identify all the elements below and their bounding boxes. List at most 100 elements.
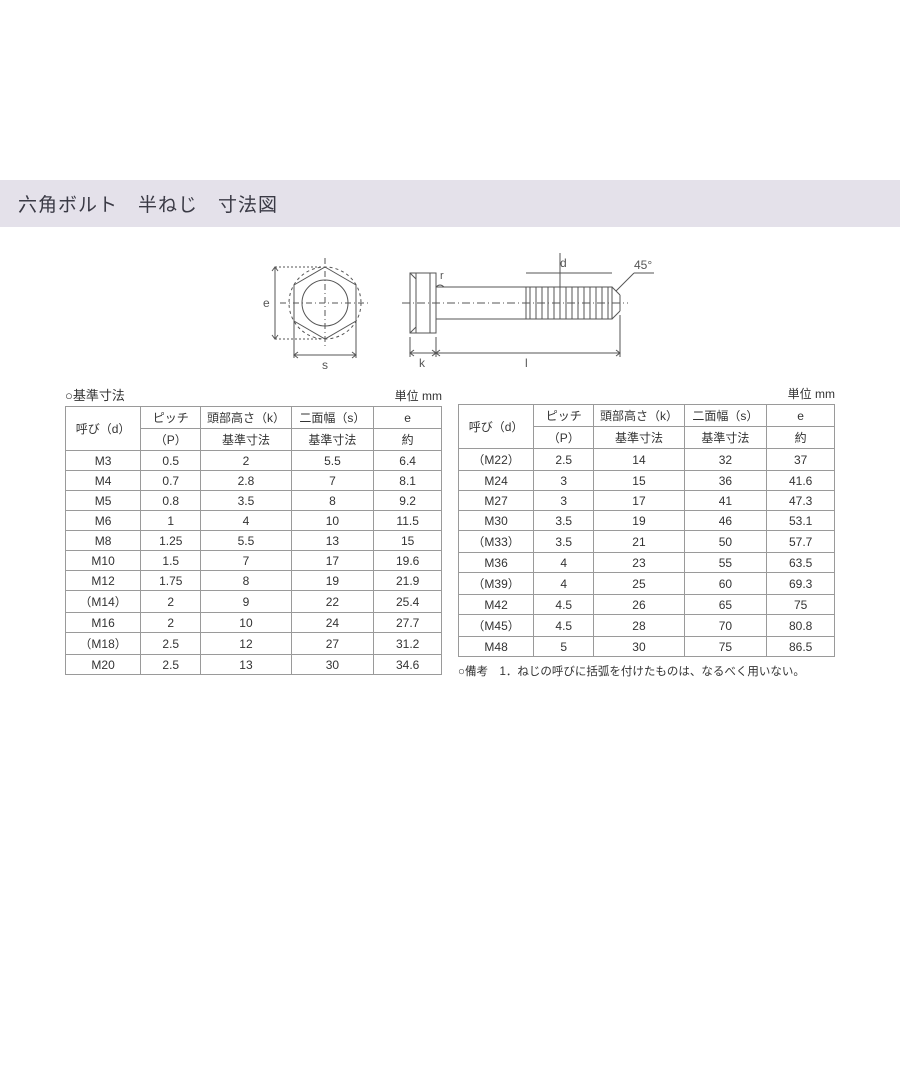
cell-value: 2: [201, 451, 291, 471]
table-row: M364235563.5: [459, 553, 835, 573]
table-row: M424.5266575: [459, 595, 835, 615]
cell-yobi: （M14）: [66, 591, 141, 613]
table-row: M6141011.5: [66, 511, 442, 531]
th-e-sub: 約: [374, 429, 442, 451]
cell-yobi: M48: [459, 637, 534, 657]
cell-value: 17: [594, 491, 684, 511]
table-row: M162102427.7: [66, 613, 442, 633]
table-row: （M33）3.5215057.7: [459, 531, 835, 553]
diagram-label-e: e: [263, 296, 270, 310]
cell-value: 30: [291, 655, 374, 675]
spec-table-right-block: 単位 mm 呼び（d） ピッチ 頭部高さ（k） 二面幅（s） e （P） 基準寸…: [458, 385, 835, 679]
spec-tables: ○基準寸法 単位 mm 呼び（d） ピッチ 頭部高さ（k） 二面幅（s） e （…: [0, 385, 900, 679]
table-row: M40.72.878.1: [66, 471, 442, 491]
spec-table-left: 呼び（d） ピッチ 頭部高さ（k） 二面幅（s） e （P） 基準寸法 基準寸法…: [65, 406, 442, 675]
cell-value: 55: [684, 553, 767, 573]
cell-value: 30: [594, 637, 684, 657]
cell-value: 36: [684, 471, 767, 491]
cell-value: 1: [141, 511, 201, 531]
table-row: （M45）4.5287080.8: [459, 615, 835, 637]
cell-yobi: M8: [66, 531, 141, 551]
cell-value: 34.6: [374, 655, 442, 675]
th-pitch: ピッチ: [534, 405, 594, 427]
th-e: e: [767, 405, 835, 427]
cell-yobi: （M22）: [459, 449, 534, 471]
cell-value: 32: [684, 449, 767, 471]
cell-yobi: M4: [66, 471, 141, 491]
table-row: （M14）292225.4: [66, 591, 442, 613]
cell-value: 7: [201, 551, 291, 571]
cell-value: 4.5: [534, 615, 594, 637]
cell-value: 15: [374, 531, 442, 551]
cell-value: 4: [534, 573, 594, 595]
cell-value: 28: [594, 615, 684, 637]
table-row: （M22）2.5143237: [459, 449, 835, 471]
cell-value: 41.6: [767, 471, 835, 491]
cell-value: 14: [594, 449, 684, 471]
cell-value: 11.5: [374, 511, 442, 531]
diagram-label-d: d: [560, 256, 567, 270]
cell-value: 10: [291, 511, 374, 531]
unit-label-right: 単位 mm: [788, 385, 835, 402]
section-title: 六角ボルト 半ねじ 寸法図: [18, 195, 278, 216]
cell-value: 26: [594, 595, 684, 615]
cell-value: 9: [201, 591, 291, 613]
cell-value: 57.7: [767, 531, 835, 553]
th-headh-sub: 基準寸法: [201, 429, 291, 451]
cell-value: 3: [534, 491, 594, 511]
table-row: M273174147.3: [459, 491, 835, 511]
table-head: 呼び（d） ピッチ 頭部高さ（k） 二面幅（s） e （P） 基準寸法 基準寸法…: [459, 405, 835, 449]
cell-yobi: M6: [66, 511, 141, 531]
th-pitch: ピッチ: [141, 407, 201, 429]
cell-value: 13: [291, 531, 374, 551]
table-row: M101.571719.6: [66, 551, 442, 571]
cell-value: 6.4: [374, 451, 442, 471]
th-e-sub: 約: [767, 427, 835, 449]
cell-value: 23: [594, 553, 684, 573]
cell-value: 50: [684, 531, 767, 553]
spec-table-left-block: ○基準寸法 単位 mm 呼び（d） ピッチ 頭部高さ（k） 二面幅（s） e （…: [65, 385, 442, 675]
cell-value: 19.6: [374, 551, 442, 571]
table-row: M303.5194653.1: [459, 511, 835, 531]
cell-value: 25: [594, 573, 684, 595]
section-title-bar: 六角ボルト 半ねじ 寸法図: [0, 180, 900, 227]
cell-value: 19: [594, 511, 684, 531]
cell-yobi: （M39）: [459, 573, 534, 595]
cell-value: 0.5: [141, 451, 201, 471]
cell-value: 27.7: [374, 613, 442, 633]
table-row: M202.5133034.6: [66, 655, 442, 675]
cell-value: 2.8: [201, 471, 291, 491]
cell-value: 4: [201, 511, 291, 531]
cell-value: 22: [291, 591, 374, 613]
cell-value: 8: [291, 491, 374, 511]
th-width: 二面幅（s）: [684, 405, 767, 427]
cell-value: 1.5: [141, 551, 201, 571]
cell-value: 17: [291, 551, 374, 571]
th-width: 二面幅（s）: [291, 407, 374, 429]
cell-value: 65: [684, 595, 767, 615]
cell-value: 2.5: [141, 633, 201, 655]
cell-value: 10: [201, 613, 291, 633]
diagram-label-angle: 45°: [634, 258, 652, 272]
cell-value: 75: [684, 637, 767, 657]
cell-yobi: M36: [459, 553, 534, 573]
cell-value: 8.1: [374, 471, 442, 491]
bolt-diagram: e s r: [230, 245, 670, 375]
cell-yobi: M42: [459, 595, 534, 615]
cell-yobi: M27: [459, 491, 534, 511]
cell-value: 9.2: [374, 491, 442, 511]
cell-value: 86.5: [767, 637, 835, 657]
cell-value: 5.5: [201, 531, 291, 551]
th-yobi: 呼び（d）: [459, 405, 534, 449]
cell-value: 3.5: [534, 531, 594, 553]
table-row: M121.7581921.9: [66, 571, 442, 591]
cell-yobi: M16: [66, 613, 141, 633]
spec-table-right: 呼び（d） ピッチ 頭部高さ（k） 二面幅（s） e （P） 基準寸法 基準寸法…: [458, 404, 835, 657]
cell-value: 1.75: [141, 571, 201, 591]
table-row: M243153641.6: [459, 471, 835, 491]
cell-value: 21: [594, 531, 684, 553]
cell-value: 31.2: [374, 633, 442, 655]
cell-value: 15: [594, 471, 684, 491]
table-row: （M18）2.5122731.2: [66, 633, 442, 655]
cell-value: 3: [534, 471, 594, 491]
